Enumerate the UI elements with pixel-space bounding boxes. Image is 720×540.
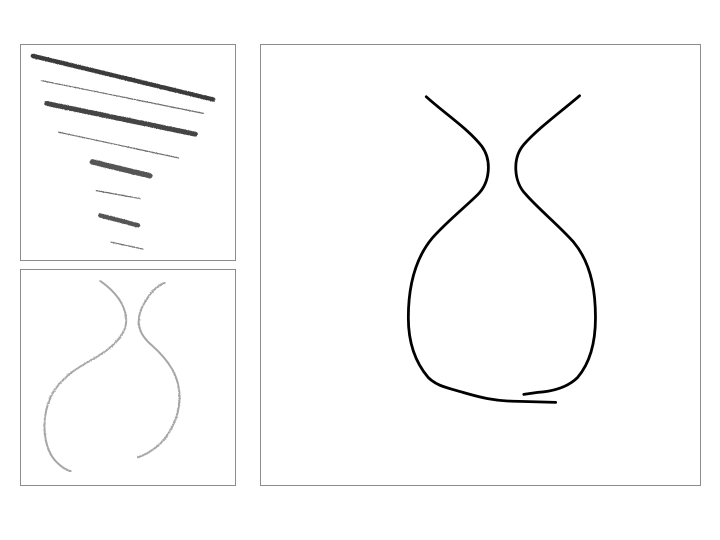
- pencil-stroke-samples-panel: [20, 44, 236, 261]
- sketch-vase-right-contour: [136, 281, 181, 459]
- vase-right-contour: [514, 94, 597, 396]
- pencil-stroke-thin-2: [58, 131, 180, 159]
- pencil-sketch-vase-panel: [20, 269, 236, 486]
- pencil-stroke-samples-canvas: [30, 53, 216, 250]
- pencil-stroke-thick-3: [89, 159, 153, 179]
- pencil-stroke-thin-4: [110, 241, 144, 250]
- pencil-stroke-thick-1: [30, 53, 216, 102]
- pencil-stroke-thick-2: [44, 100, 198, 137]
- clean-outline-vase-panel: [260, 44, 701, 486]
- pencil-stroke-thin-3: [95, 190, 141, 200]
- clean-outline-vase-canvas: [406, 94, 597, 404]
- vase-left-contour: [406, 95, 558, 404]
- pencil-stroke-thick-4: [98, 213, 141, 228]
- pencil-stroke-thin-1: [41, 80, 204, 114]
- sketch-vase-left-contour: [43, 279, 128, 473]
- pencil-sketch-vase-canvas: [43, 279, 181, 473]
